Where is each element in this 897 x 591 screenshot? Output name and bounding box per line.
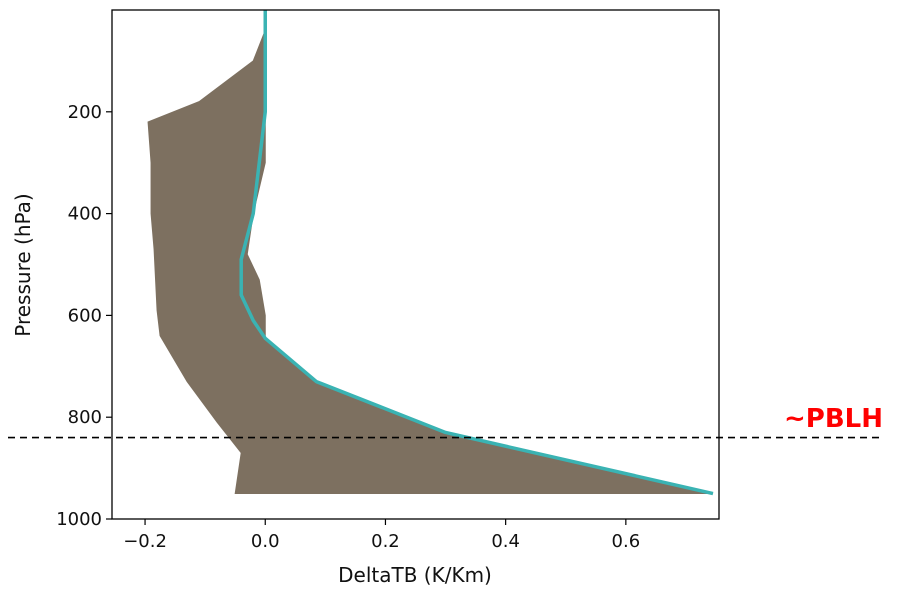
y-tick-label: 800 <box>68 407 102 428</box>
spread-band <box>147 30 714 495</box>
y-tick-label: 1000 <box>56 509 102 530</box>
x-tick-label: 0.2 <box>371 531 400 552</box>
x-tick-label: 0.4 <box>491 531 520 552</box>
x-axis: −0.2 0.0 0.2 0.4 0.6 <box>123 519 640 552</box>
x-tick-label: 0.6 <box>612 531 641 552</box>
y-tick-label: 600 <box>68 305 102 326</box>
plot-frame <box>111 9 720 520</box>
x-tick-label: −0.2 <box>123 531 167 552</box>
y-axis: 200 400 600 800 1000 <box>56 102 112 530</box>
y-axis-title: Pressure (hPa) <box>11 193 35 336</box>
y-tick-label: 400 <box>68 204 102 225</box>
plot-area <box>147 10 714 496</box>
mean-profile-line <box>239 10 714 496</box>
pblh-annotation: ~PBLH <box>784 404 883 434</box>
x-axis-title: DeltaTB (K/Km) <box>338 563 492 587</box>
y-tick-label: 200 <box>68 102 102 123</box>
x-tick-label: 0.0 <box>251 531 280 552</box>
